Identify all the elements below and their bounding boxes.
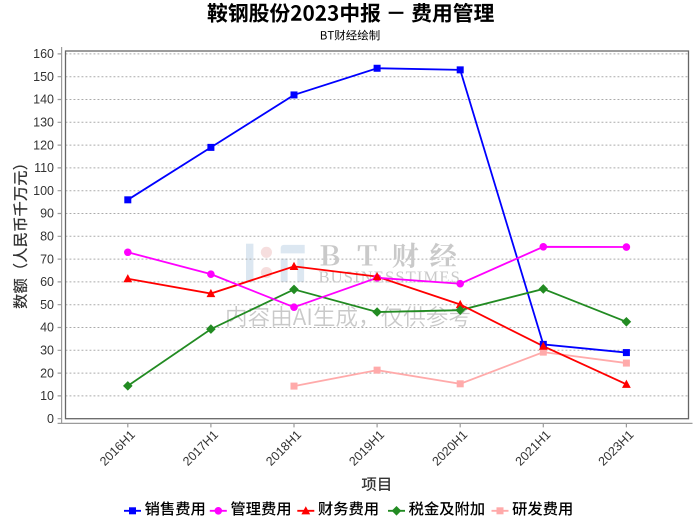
svg-text:140: 140 xyxy=(33,93,54,107)
svg-text:40: 40 xyxy=(40,321,54,335)
svg-text:30: 30 xyxy=(40,344,54,358)
svg-text:110: 110 xyxy=(34,161,54,175)
svg-text:100: 100 xyxy=(33,184,54,198)
svg-text:80: 80 xyxy=(40,230,54,244)
svg-text:50: 50 xyxy=(40,298,54,312)
svg-text:10: 10 xyxy=(40,389,54,403)
svg-text:20: 20 xyxy=(40,366,54,380)
svg-text:0: 0 xyxy=(47,412,54,426)
svg-text:BUSINESSTIMES: BUSINESSTIMES xyxy=(319,268,461,287)
svg-text:70: 70 xyxy=(40,252,54,266)
svg-text:90: 90 xyxy=(40,207,54,221)
svg-text:150: 150 xyxy=(33,70,54,84)
svg-text:130: 130 xyxy=(33,116,54,130)
svg-text:120: 120 xyxy=(33,138,54,152)
svg-text:60: 60 xyxy=(40,275,54,289)
svg-text:160: 160 xyxy=(33,47,54,61)
